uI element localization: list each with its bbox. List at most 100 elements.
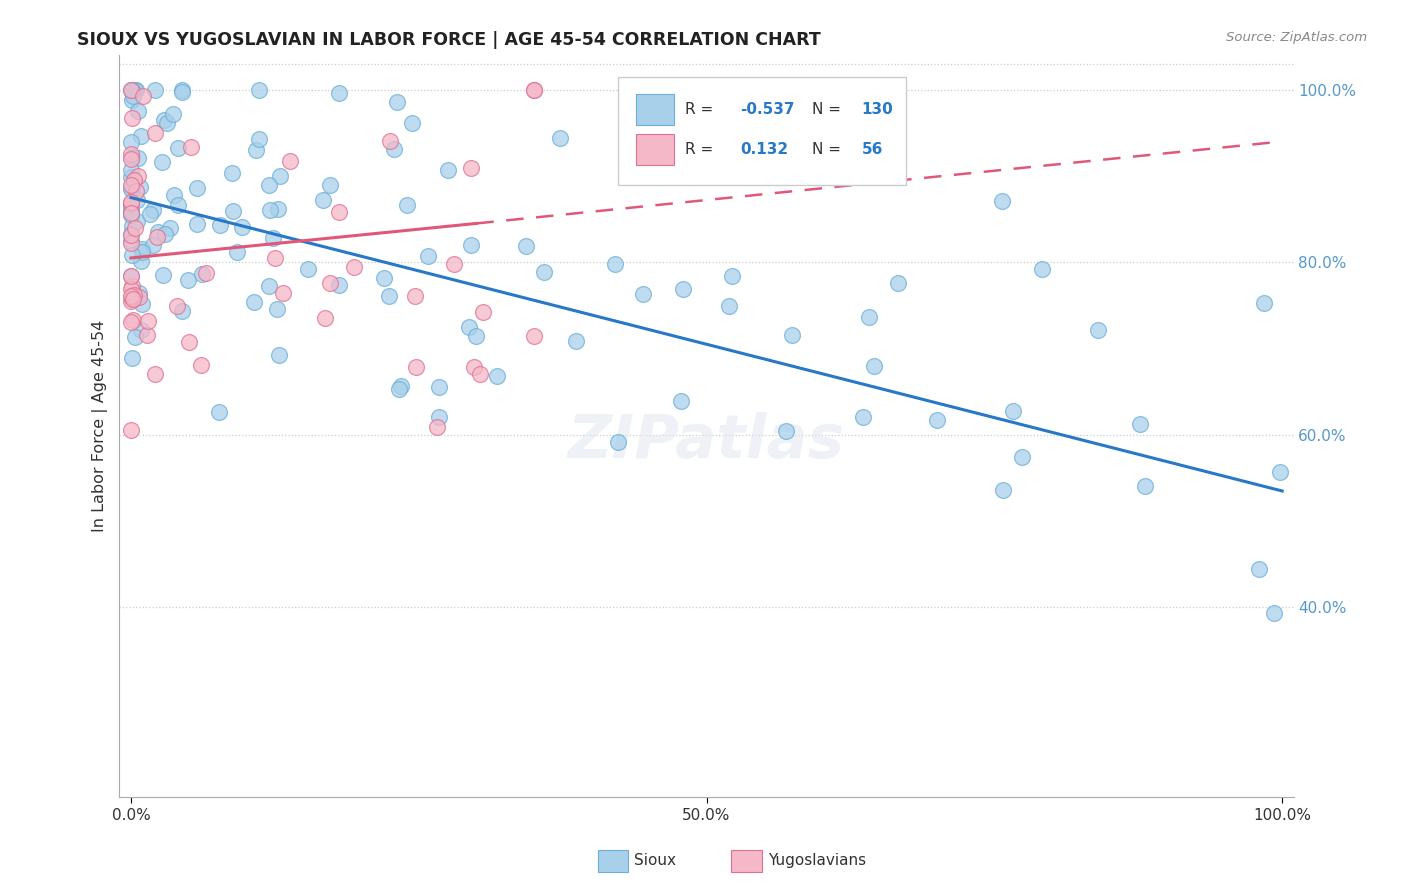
Point <box>472 305 495 319</box>
Point <box>243 295 266 310</box>
Point <box>515 238 537 252</box>
Text: Yugoslavians: Yugoslavians <box>768 854 866 868</box>
Text: N =: N = <box>813 102 841 117</box>
Point <box>190 358 212 372</box>
Point <box>208 405 231 419</box>
Point <box>159 220 181 235</box>
Point <box>427 409 450 424</box>
Point <box>143 83 166 97</box>
Text: SIOUX VS YUGOSLAVIAN IN LABOR FORCE | AGE 45-54 CORRELATION CHART: SIOUX VS YUGOSLAVIAN IN LABOR FORCE | AG… <box>77 31 821 49</box>
Point <box>145 230 167 244</box>
Point <box>131 244 153 259</box>
Point <box>121 83 143 97</box>
Point <box>387 382 409 396</box>
Point <box>318 178 340 192</box>
Point <box>124 330 146 344</box>
Point <box>672 282 695 296</box>
Text: Source: ZipAtlas.com: Source: ZipAtlas.com <box>1226 31 1367 45</box>
Point <box>121 93 143 107</box>
Point <box>146 225 169 239</box>
Text: 0.132: 0.132 <box>741 142 789 157</box>
Point <box>927 413 949 427</box>
Point <box>1011 450 1033 465</box>
Point <box>120 208 142 222</box>
Point <box>122 177 145 191</box>
Point <box>120 234 142 248</box>
Point <box>1253 296 1275 310</box>
Point <box>120 83 142 97</box>
Point <box>120 169 142 184</box>
Point <box>259 279 281 293</box>
Point <box>121 182 143 196</box>
Point <box>533 265 555 279</box>
Point <box>458 320 481 334</box>
Point <box>191 267 214 281</box>
Point <box>1087 322 1109 336</box>
Point <box>167 198 190 212</box>
Point <box>170 304 193 318</box>
Point <box>135 328 157 343</box>
Point <box>129 253 152 268</box>
Point <box>120 423 142 437</box>
Point <box>380 134 402 148</box>
Point <box>121 351 143 366</box>
Point <box>129 129 152 144</box>
Text: N =: N = <box>813 142 841 157</box>
Point <box>862 359 884 374</box>
Point <box>404 289 426 303</box>
Point <box>222 204 245 219</box>
Point <box>328 277 350 292</box>
FancyBboxPatch shape <box>636 134 673 165</box>
Point <box>142 238 165 252</box>
Point <box>121 111 143 125</box>
Point <box>127 213 149 227</box>
Point <box>991 483 1014 497</box>
Point <box>195 266 218 280</box>
Point <box>384 142 406 156</box>
Point <box>176 273 198 287</box>
Point <box>166 299 188 313</box>
Point <box>607 434 630 449</box>
Point <box>395 198 418 212</box>
Point <box>127 151 149 165</box>
Point <box>120 152 142 166</box>
Point <box>401 116 423 130</box>
Point <box>221 166 243 180</box>
Point <box>523 83 546 97</box>
Point <box>314 310 336 325</box>
Point <box>120 163 142 178</box>
Point <box>122 288 145 302</box>
Point <box>125 184 148 198</box>
Point <box>122 289 145 303</box>
Point <box>155 227 177 241</box>
Text: R =: R = <box>686 102 714 117</box>
Point <box>170 83 193 97</box>
Point <box>120 195 142 210</box>
Point <box>245 143 267 157</box>
Point <box>278 154 301 169</box>
Point <box>262 230 284 244</box>
Point <box>125 193 148 207</box>
Point <box>209 218 232 232</box>
Point <box>186 181 208 195</box>
Point <box>443 257 465 271</box>
Point <box>166 141 188 155</box>
Point <box>631 287 654 301</box>
Point <box>177 335 200 350</box>
Point <box>1031 261 1053 276</box>
Point <box>269 348 291 362</box>
Point <box>460 161 482 175</box>
Point <box>718 299 741 313</box>
Point <box>343 260 366 275</box>
Point <box>267 202 290 216</box>
Point <box>162 107 184 121</box>
Point <box>266 301 288 316</box>
Point <box>463 360 485 375</box>
Point <box>565 334 588 348</box>
FancyBboxPatch shape <box>636 94 673 125</box>
Point <box>121 293 143 307</box>
Point <box>129 323 152 337</box>
Point <box>1247 561 1270 575</box>
Point <box>328 87 350 101</box>
Point <box>991 194 1014 209</box>
